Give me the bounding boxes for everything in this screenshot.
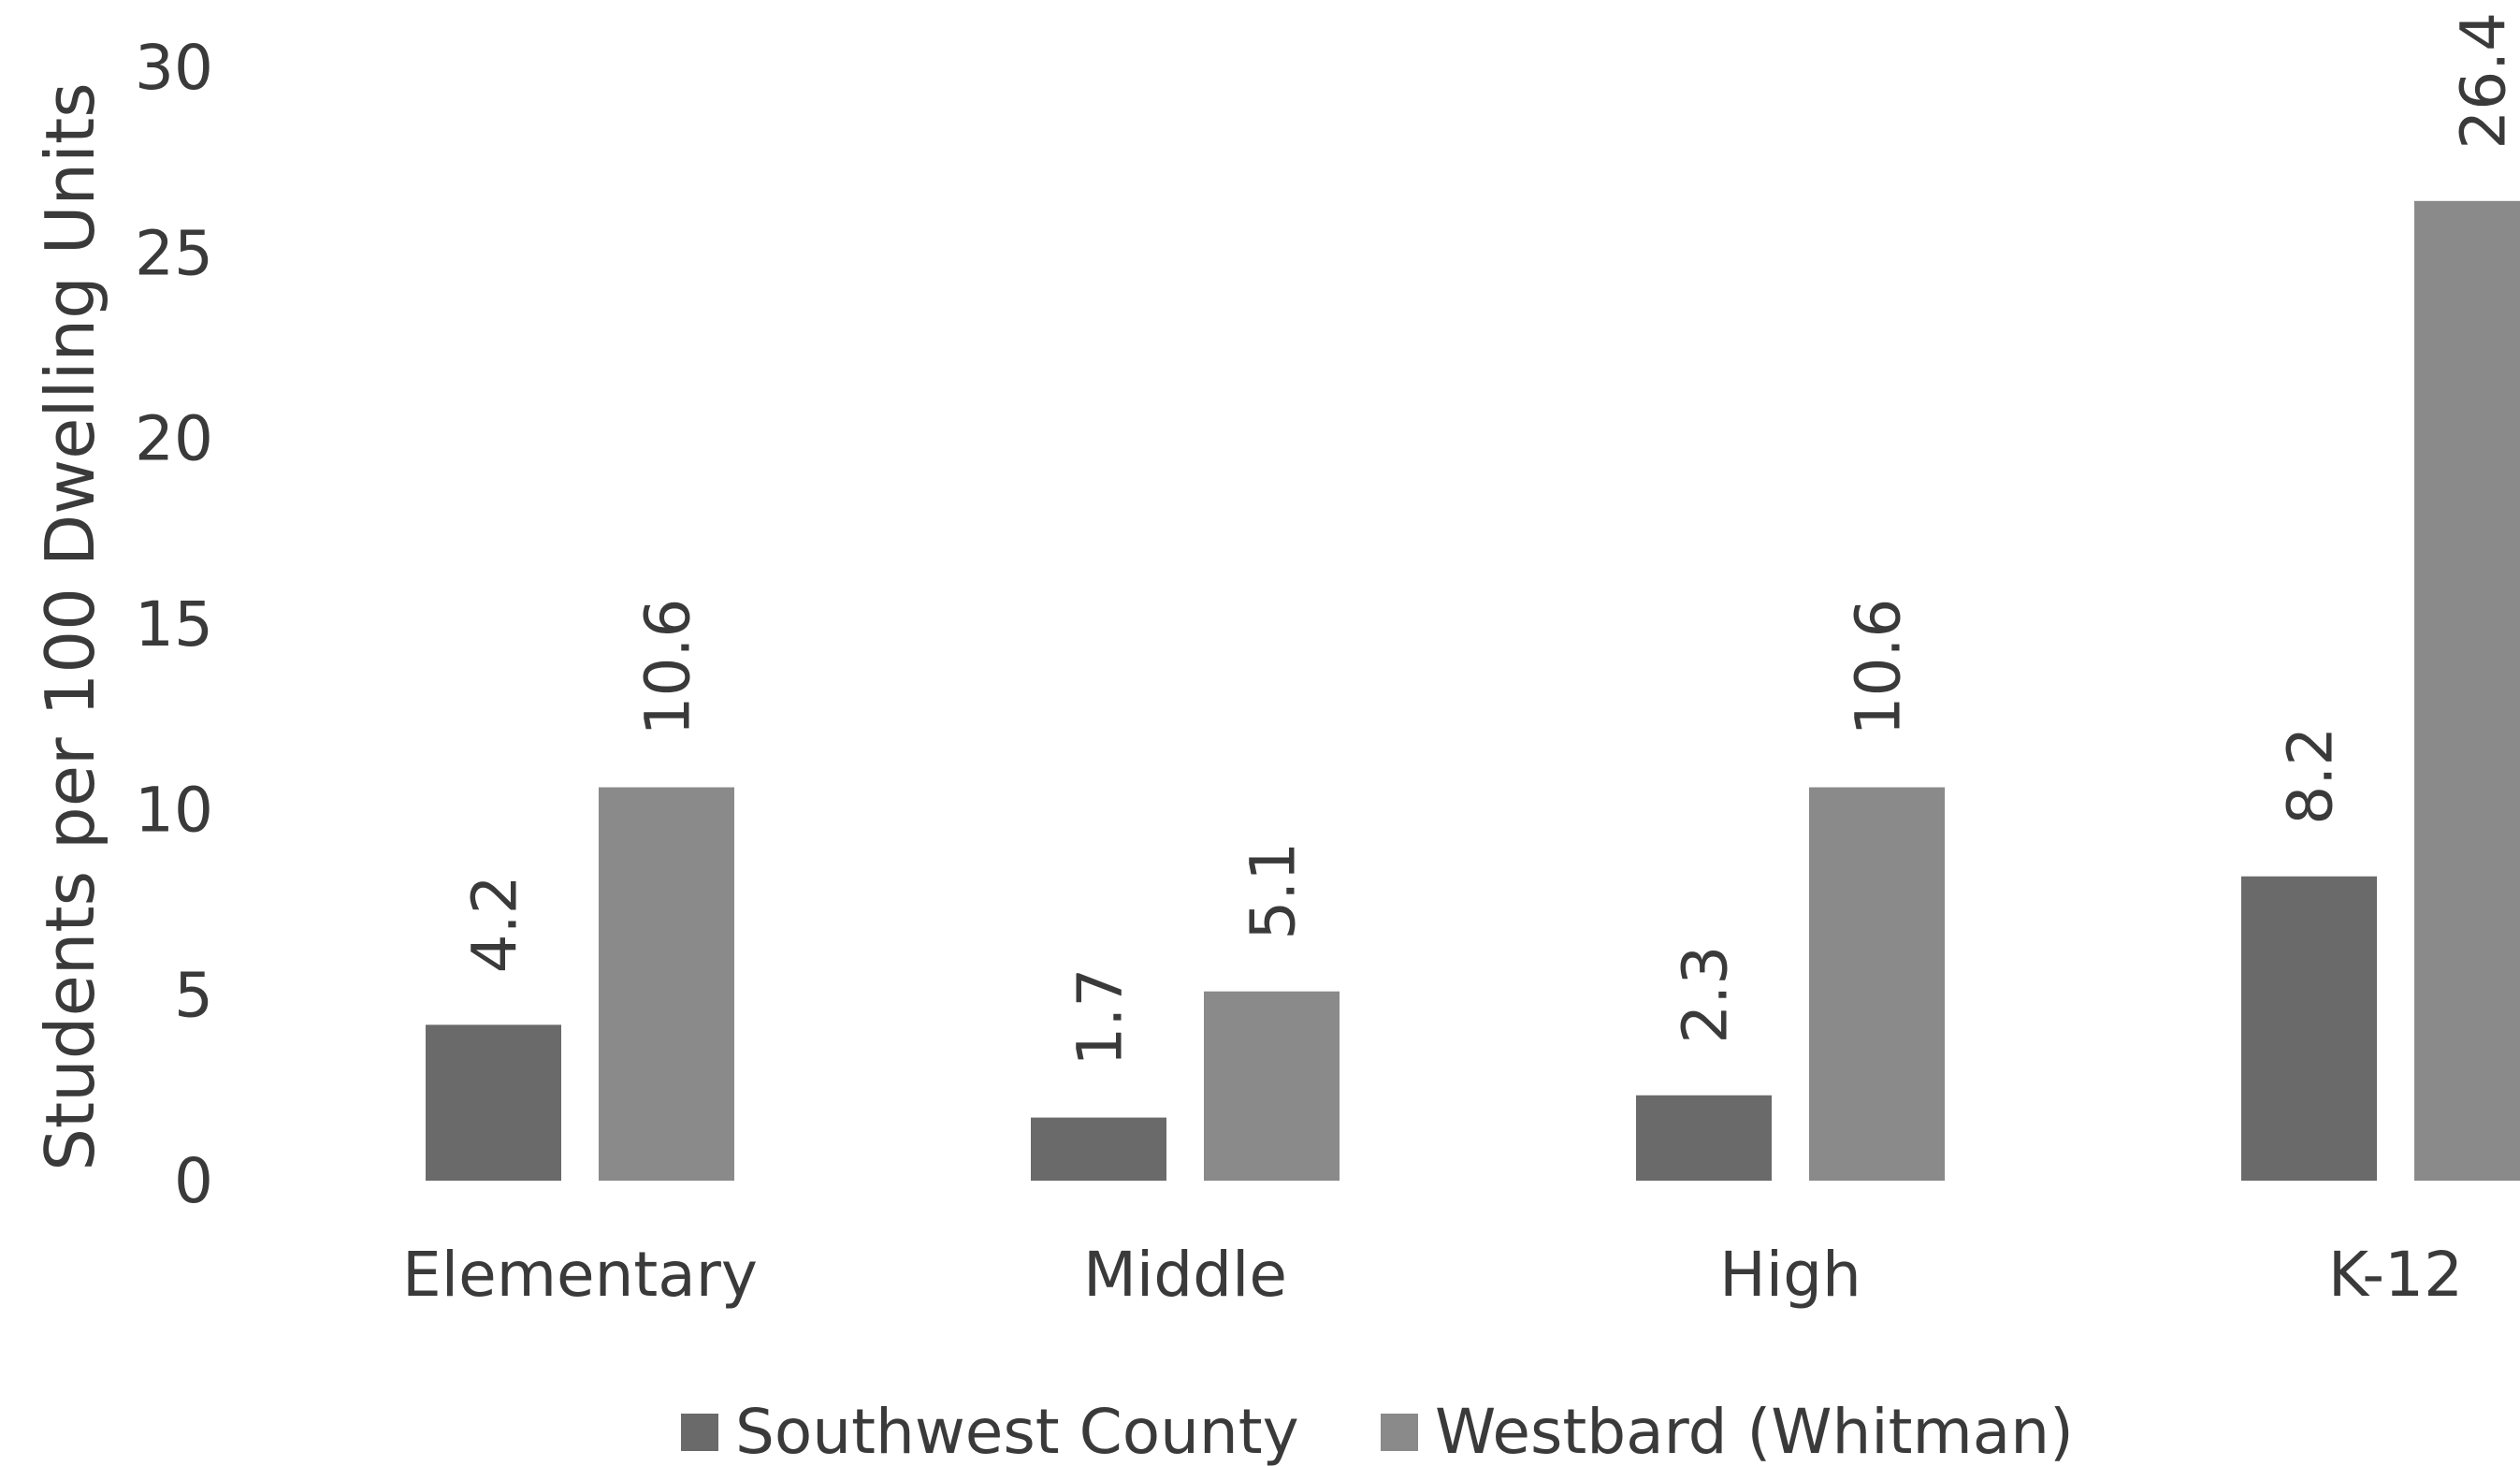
y-tick-label: 20 (135, 403, 213, 475)
data-label: 5.1 (1238, 842, 1310, 940)
bar (1809, 787, 1945, 1181)
data-label: 10.6 (632, 599, 704, 736)
x-tick-label: K-12 (2328, 1239, 2463, 1311)
bar (599, 787, 734, 1181)
data-label: 8.2 (2275, 727, 2347, 825)
y-tick-label: 30 (135, 32, 213, 104)
data-label: 10.6 (1843, 599, 1915, 736)
y-tick-label: 0 (174, 1145, 213, 1217)
legend-label: Southwest County (735, 1396, 1299, 1466)
data-label: 26.4 (2448, 12, 2520, 150)
legend-swatch (681, 1414, 718, 1451)
x-axis: Elementary Middle High K-12 (402, 1239, 2463, 1311)
bar (1031, 1117, 1166, 1181)
y-tick-label: 15 (135, 588, 213, 660)
data-label: 4.2 (459, 875, 531, 973)
data-label: 2.3 (1670, 946, 1742, 1044)
bar (2414, 200, 2520, 1181)
y-tick-label: 10 (135, 774, 213, 846)
y-axis: 0 5 10 15 20 25 30 (135, 32, 213, 1217)
bar (1204, 991, 1340, 1181)
x-tick-label: Elementary (402, 1239, 758, 1311)
x-tick-label: Middle (1083, 1239, 1287, 1311)
y-tick-label: 25 (135, 217, 213, 289)
y-axis-label: Students per 100 Dwelling Units (31, 82, 109, 1171)
x-tick-label: High (1719, 1239, 1861, 1311)
data-label: 1.7 (1064, 968, 1137, 1067)
bars: 4.2 1.7 2.3 8.2 10.6 5.1 10.6 26.4 (426, 12, 2520, 1181)
bar (426, 1024, 561, 1181)
legend-swatch (1381, 1414, 1418, 1451)
bar (2241, 876, 2377, 1181)
bar (1636, 1095, 1772, 1181)
y-tick-label: 5 (174, 960, 213, 1032)
legend-label: Westbard (Whitman) (1435, 1396, 2074, 1466)
legend: Southwest County Westbard (Whitman) (681, 1396, 2074, 1466)
